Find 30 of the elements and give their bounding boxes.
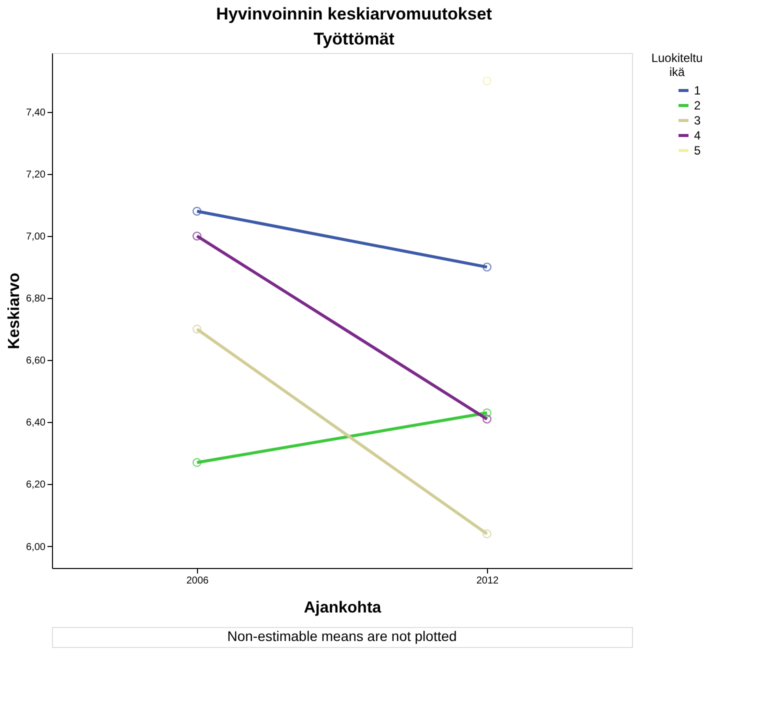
legend-label: 1	[694, 84, 701, 98]
point	[482, 262, 492, 272]
point	[192, 206, 202, 216]
legend-label: 4	[694, 128, 701, 142]
legend-label: 3	[694, 114, 701, 128]
point	[192, 458, 202, 467]
y-tick-label: 7,00	[26, 232, 46, 243]
point	[192, 232, 202, 241]
y-tick-label: 6,20	[26, 480, 46, 491]
chart-subtitle: Työttömät	[314, 30, 395, 48]
y-tick-label: 7,40	[26, 107, 46, 118]
x-axis-title: Ajankohta	[304, 600, 382, 616]
y-tick-label: 6,80	[26, 294, 46, 305]
point	[482, 408, 492, 418]
y-tick-label: 7,20	[26, 169, 46, 180]
point	[482, 414, 492, 424]
y-axis-title: Keskiarvo	[6, 272, 24, 350]
x-tick-label: 2012	[476, 576, 500, 586]
y-tick-label: 6,00	[26, 542, 46, 553]
legend-label: 5	[694, 144, 701, 158]
legend-title: Luokiteltu ikä	[651, 51, 703, 79]
legend-label: 2	[694, 98, 701, 112]
chart-title: Hyvinvoinnin keskiarvomuutokset	[216, 4, 492, 24]
point	[192, 324, 202, 334]
x-tick-label: 2006	[186, 576, 210, 586]
point	[482, 529, 492, 538]
y-tick-label: 6,40	[26, 418, 46, 429]
y-tick-label: 6,60	[26, 356, 46, 367]
text: Non-estimable means are not plotted	[227, 628, 457, 644]
point	[482, 76, 492, 86]
